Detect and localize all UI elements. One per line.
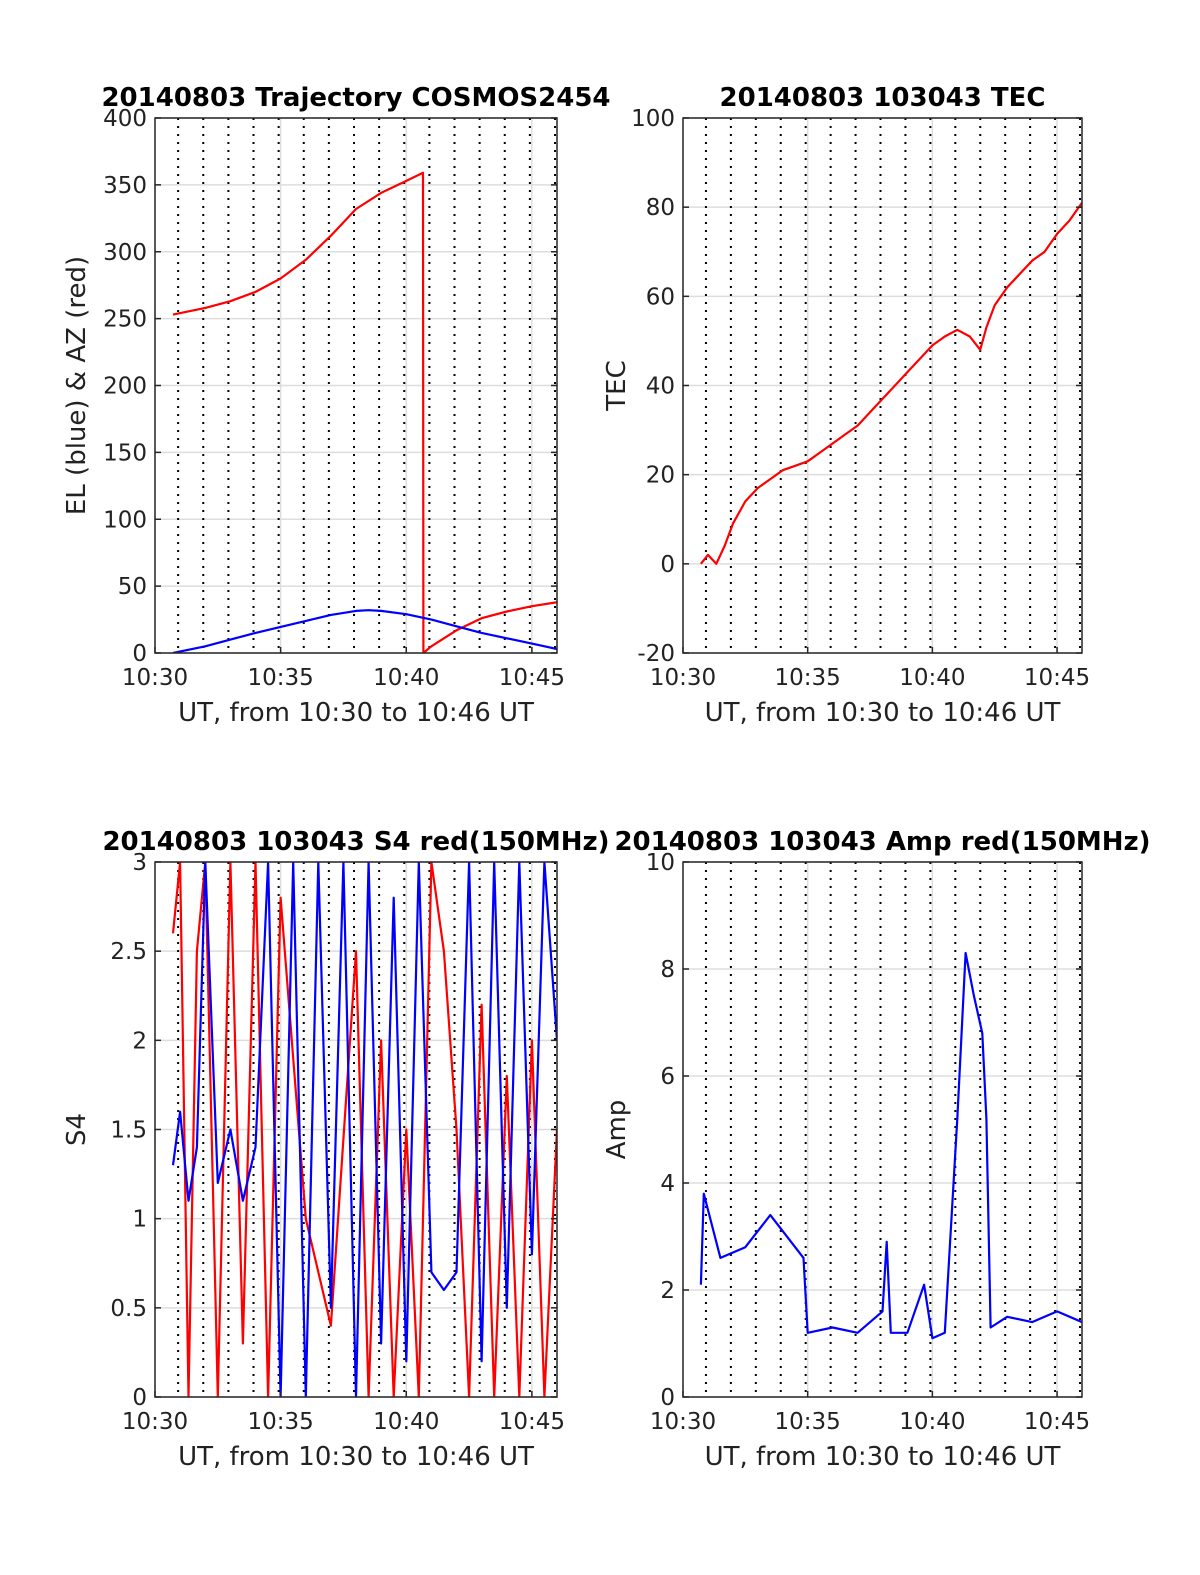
y-tick-label: 1.5 [110, 1118, 147, 1144]
chart-title: 20140803 103043 S4 red(150MHz) [102, 827, 609, 857]
y-tick-label: 60 [646, 284, 675, 310]
x-tick-label: 10:40 [373, 1409, 439, 1435]
y-tick-label: 0 [132, 641, 147, 667]
grid [154, 117, 557, 654]
x-tick-label: 10:30 [122, 1409, 188, 1435]
minute-markers [704, 118, 1081, 653]
chart-title: 20140803 103043 TEC [720, 83, 1046, 113]
grid [682, 861, 1082, 1398]
y-tick-label: 0.5 [110, 1296, 147, 1322]
y-axis-label: TEC [602, 360, 632, 411]
x-tick-label: 10:30 [650, 665, 716, 691]
y-tick-label: 0 [132, 1385, 147, 1411]
x-tick-label: 10:35 [775, 665, 841, 691]
blue-series-line [171, 862, 557, 1397]
y-tick-label: 20 [646, 463, 675, 489]
y-tick-label: 50 [118, 574, 147, 600]
x-tick-label: 10:30 [122, 665, 188, 691]
y-tick-label: 4 [660, 1171, 675, 1197]
trajectory-panel: 0 50 100 150 200 250 300 350 400 10:30 10:35 10:40 1… [62, 83, 611, 728]
x-tick-label: 10:35 [247, 1409, 313, 1435]
y-tick-label: 100 [631, 106, 675, 132]
y-tick-label: 400 [103, 106, 147, 132]
y-tick-label: 2.5 [110, 939, 147, 965]
x-axis-label: UT, from 10:30 to 10:46 UT [705, 698, 1061, 728]
y-tick-label: 300 [103, 240, 147, 266]
grid [682, 117, 1082, 654]
blue-series-line [699, 951, 1082, 1340]
x-tick-label: 10:45 [1024, 665, 1090, 691]
y-tick-label: 250 [103, 307, 147, 333]
chart-title: 20140803 Trajectory COSMOS2454 [101, 83, 610, 113]
series-group [171, 862, 557, 1397]
red-series-line [172, 171, 557, 653]
x-tick-label: 10:45 [499, 665, 565, 691]
x-tick-label: 10:35 [247, 665, 313, 691]
x-axis-label: UT, from 10:30 to 10:46 UT [178, 1442, 534, 1472]
series-group [699, 951, 1082, 1340]
y-tick-label: 1 [132, 1207, 147, 1233]
y-tick-label: 6 [660, 1064, 675, 1090]
y-tick-label: 0 [660, 552, 675, 578]
y-axis-label: Amp [602, 1100, 632, 1160]
red-series-line [171, 862, 557, 1397]
s4-panel: 0 0.5 1 1.5 2 2.5 3 10:30 10:35 10:40 10:45 2014080… [62, 827, 610, 1472]
x-tick-label: 10:45 [499, 1409, 565, 1435]
y-tick-label: 350 [103, 173, 147, 199]
y-tick-label: -20 [637, 641, 675, 667]
chart-title: 20140803 103043 Amp red(150MHz) [614, 827, 1150, 857]
y-tick-label: 200 [103, 374, 147, 400]
minute-markers [177, 118, 556, 653]
y-tick-label: 2 [660, 1278, 675, 1304]
x-tick-label: 10:35 [775, 1409, 841, 1435]
amp-panel: 0 2 4 6 8 10 10:30 10:35 10:40 10:45 20140803 1030… [602, 827, 1151, 1472]
y-tick-label: 8 [660, 957, 675, 983]
plot-frame [682, 861, 1083, 1398]
tec-panel: -20 0 20 40 60 80 100 10:30 10:35 10:40 10:45 20140… [602, 83, 1090, 728]
x-axis-label: UT, from 10:30 to 10:46 UT [705, 1442, 1061, 1472]
x-tick-label: 10:30 [650, 1409, 716, 1435]
series-group [700, 202, 1082, 565]
series-group [172, 171, 557, 653]
x-tick-label: 10:40 [373, 665, 439, 691]
y-tick-label: 80 [646, 195, 675, 221]
x-axis-label: UT, from 10:30 to 10:46 UT [178, 698, 534, 728]
blue-series-line [172, 609, 557, 653]
y-tick-label: 40 [646, 374, 675, 400]
y-tick-label: 2 [132, 1028, 147, 1054]
y-tick-label: 150 [103, 440, 147, 466]
x-tick-label: 10:45 [1024, 1409, 1090, 1435]
x-tick-label: 10:40 [899, 1409, 965, 1435]
y-tick-label: 100 [103, 507, 147, 533]
minute-markers [704, 862, 1081, 1397]
y-tick-label: 3 [132, 850, 147, 876]
red-series-line [700, 202, 1082, 565]
y-tick-label: 0 [660, 1385, 675, 1411]
x-tick-label: 10:40 [899, 665, 965, 691]
y-axis-label: S4 [62, 1113, 92, 1146]
y-tick-label: 10 [646, 850, 675, 876]
y-axis-label: EL (blue) & AZ (red) [62, 256, 92, 515]
